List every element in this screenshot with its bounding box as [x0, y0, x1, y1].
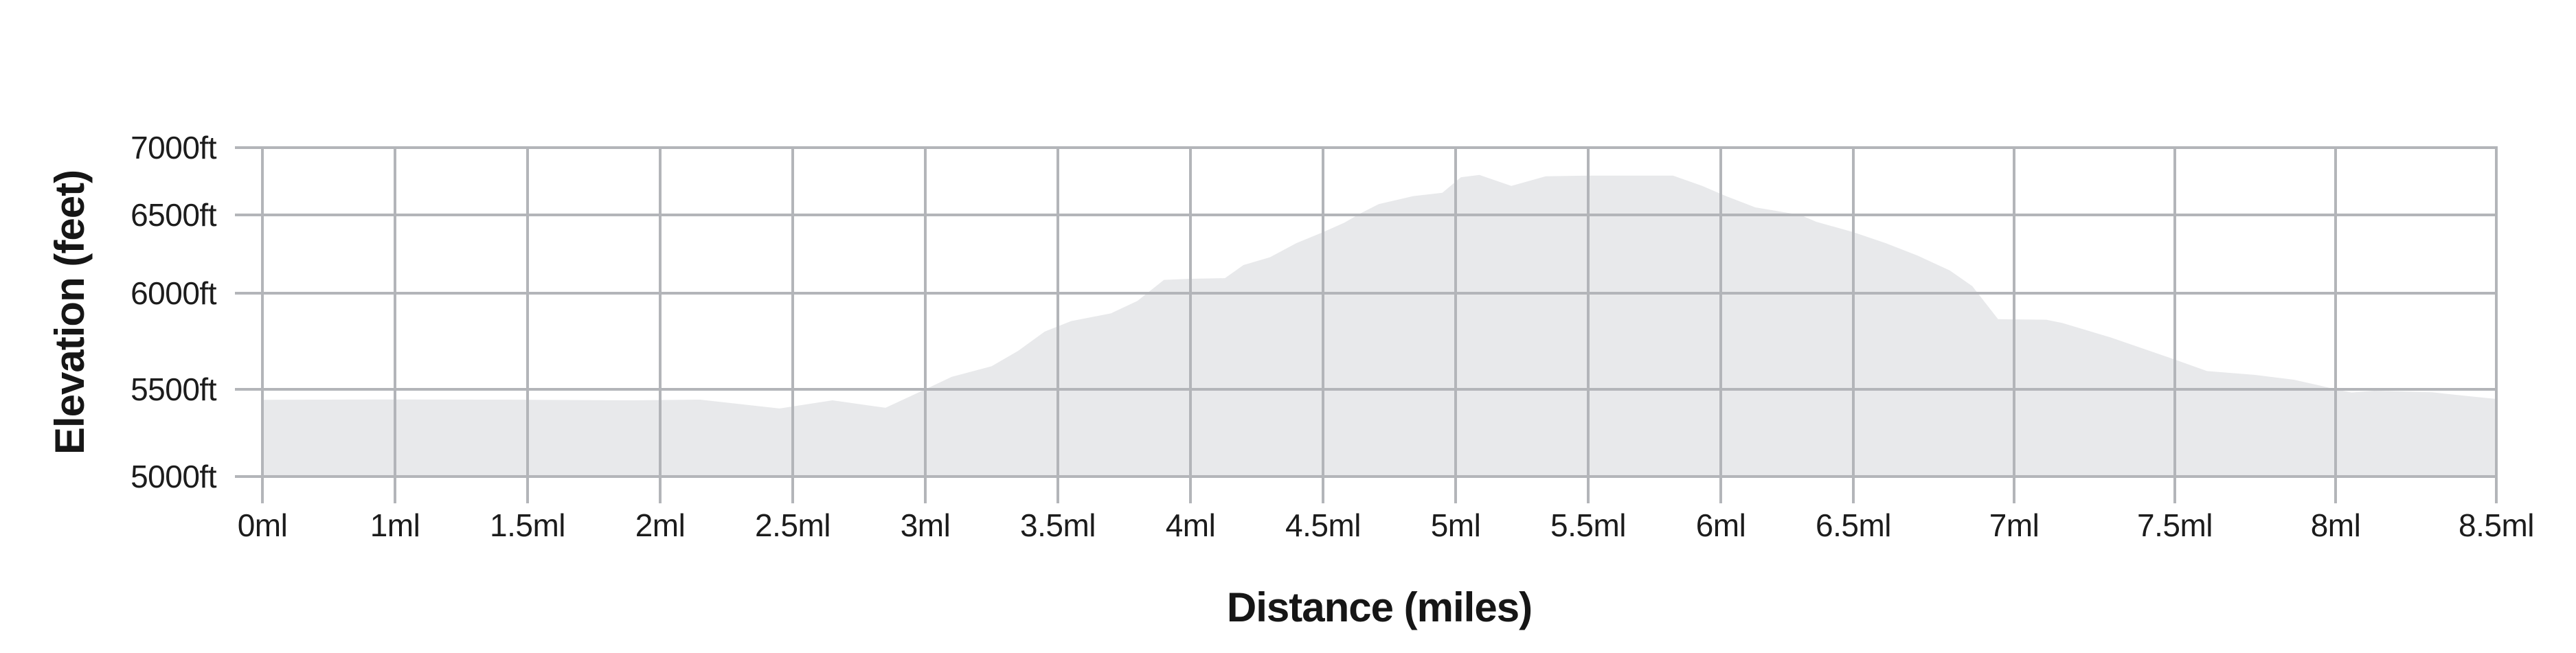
x-tick-labels: 0ml 1ml 1.5ml 2ml 2.5ml 3ml 3.5ml 4ml 4.5ml 5ml 5.…: [238, 507, 2535, 543]
x-tick-label: 3ml: [901, 507, 951, 543]
x-tick-label: 6ml: [1696, 507, 1746, 543]
y-tick-labels: 5000ft 5500ft 6000ft 6500ft 7000ft: [131, 130, 217, 494]
y-tick-label: 7000ft: [131, 130, 217, 165]
x-tick-label: 7.5ml: [2137, 507, 2213, 543]
x-tick-label: 5.5ml: [1550, 507, 1626, 543]
x-tick-label: 7ml: [1989, 507, 2040, 543]
area-series-layer: [262, 174, 2496, 477]
x-tick-label: 2ml: [635, 507, 686, 543]
elevation-area: [262, 174, 2496, 477]
x-tick-label: 3.5ml: [1020, 507, 1096, 543]
y-tick-label: 6500ft: [131, 197, 217, 233]
y-tick-label: 5000ft: [131, 459, 217, 494]
x-tick-label: 1ml: [370, 507, 420, 543]
x-axis-title: Distance (miles): [1227, 584, 1532, 630]
x-tick-label: 6.5ml: [1816, 507, 1891, 543]
x-tick-label: 0ml: [238, 507, 288, 543]
x-tick-label: 1.5ml: [490, 507, 565, 543]
y-tick-label: 5500ft: [131, 371, 217, 407]
x-tick-label: 8ml: [2311, 507, 2361, 543]
y-axis-title: Elevation (feet): [47, 170, 93, 455]
x-tick-label: 8.5ml: [2459, 507, 2534, 543]
x-tick-label: 2.5ml: [755, 507, 831, 543]
gridlines-layer: [235, 146, 2498, 503]
x-tick-label: 5ml: [1431, 507, 1481, 543]
y-tick-label: 6000ft: [131, 275, 217, 311]
x-tick-label: 4.5ml: [1285, 507, 1361, 543]
x-tick-label: 4ml: [1166, 507, 1216, 543]
